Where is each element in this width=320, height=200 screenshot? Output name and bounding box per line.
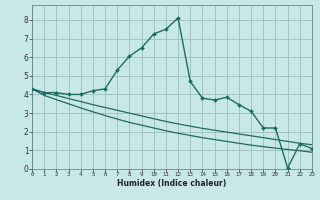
X-axis label: Humidex (Indice chaleur): Humidex (Indice chaleur) [117,179,227,188]
